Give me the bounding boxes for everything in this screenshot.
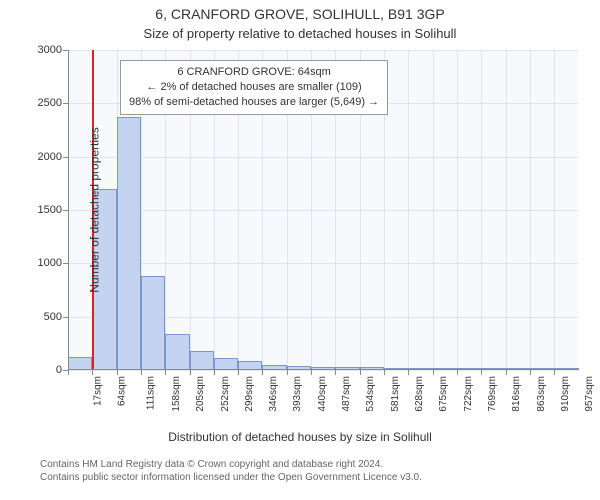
histogram-bar [190, 351, 214, 370]
x-tick-mark [384, 370, 385, 375]
y-tick-label: 3000 [38, 44, 62, 56]
footnote-line-2: Contains public sector information licen… [40, 471, 422, 484]
x-tick-mark [68, 370, 69, 375]
y-tick-label: 2000 [38, 151, 62, 163]
x-tick-label: 628sqm [414, 376, 425, 412]
chart-title: 6, CRANFORD GROVE, SOLIHULL, B91 3GP [0, 6, 600, 22]
y-tick-label: 1500 [38, 204, 62, 216]
x-tick-label: 393sqm [293, 376, 304, 412]
x-tick-label: 769sqm [487, 376, 498, 412]
chart-subtitle: Size of property relative to detached ho… [0, 26, 600, 41]
histogram-bar [141, 276, 165, 370]
histogram-bar [117, 117, 141, 370]
x-tick-label: 957sqm [584, 376, 595, 412]
x-tick-mark [190, 370, 191, 375]
x-tick-label: 816sqm [511, 376, 522, 412]
grid-line-h [68, 157, 578, 158]
x-tick-mark [141, 370, 142, 375]
grid-line-v [554, 50, 555, 370]
x-axis-line [68, 369, 578, 370]
x-tick-label: 863sqm [536, 376, 547, 412]
annotation-line-3: 98% of semi-detached houses are larger (… [129, 95, 379, 110]
x-tick-mark [238, 370, 239, 375]
grid-line-v [433, 50, 434, 370]
grid-line-v [481, 50, 482, 370]
x-tick-mark [506, 370, 507, 375]
x-tick-label: 487sqm [341, 376, 352, 412]
x-tick-mark [117, 370, 118, 375]
x-tick-mark [165, 370, 166, 375]
footnote: Contains HM Land Registry data © Crown c… [40, 458, 422, 484]
grid-line-h [68, 50, 578, 51]
x-tick-label: 675sqm [438, 376, 449, 412]
x-tick-mark [554, 370, 555, 375]
x-tick-label: 17sqm [93, 376, 104, 406]
annotation-box: 6 CRANFORD GROVE: 64sqm ← 2% of detached… [120, 60, 388, 115]
x-tick-label: 910sqm [560, 376, 571, 412]
y-axis-label: Number of detached properties [88, 127, 102, 292]
grid-line-v [506, 50, 507, 370]
y-tick-label: 1000 [38, 257, 62, 269]
y-tick-label: 2500 [38, 97, 62, 109]
chart-container: 6, CRANFORD GROVE, SOLIHULL, B91 3GP Siz… [0, 0, 600, 500]
x-tick-mark [433, 370, 434, 375]
grid-line-h [68, 210, 578, 211]
grid-line-v [530, 50, 531, 370]
x-tick-label: 158sqm [171, 376, 182, 412]
x-tick-mark [335, 370, 336, 375]
x-tick-label: 205sqm [195, 376, 206, 412]
x-tick-mark [530, 370, 531, 375]
grid-line-h [68, 370, 578, 371]
x-tick-label: 252sqm [220, 376, 231, 412]
y-tick-label: 0 [56, 364, 62, 376]
x-tick-label: 440sqm [317, 376, 328, 412]
x-tick-label: 299sqm [244, 376, 255, 412]
x-tick-mark [287, 370, 288, 375]
x-tick-label: 346sqm [268, 376, 279, 412]
x-tick-label: 581sqm [390, 376, 401, 412]
x-tick-mark [214, 370, 215, 375]
x-tick-label: 534sqm [365, 376, 376, 412]
grid-line-v [408, 50, 409, 370]
x-tick-mark [92, 370, 93, 375]
x-tick-mark [360, 370, 361, 375]
x-tick-mark [262, 370, 263, 375]
annotation-line-1: 6 CRANFORD GROVE: 64sqm [129, 65, 379, 80]
x-tick-mark [457, 370, 458, 375]
x-tick-label: 64sqm [117, 376, 128, 406]
x-tick-label: 111sqm [145, 376, 156, 410]
y-tick-label: 500 [44, 311, 62, 323]
x-tick-mark [481, 370, 482, 375]
y-axis-line [68, 50, 69, 370]
x-axis-label: Distribution of detached houses by size … [0, 430, 600, 444]
grid-line-h [68, 263, 578, 264]
x-tick-mark [408, 370, 409, 375]
footnote-line-1: Contains HM Land Registry data © Crown c… [40, 458, 422, 471]
x-tick-label: 722sqm [463, 376, 474, 412]
grid-line-v [457, 50, 458, 370]
x-tick-mark [311, 370, 312, 375]
annotation-line-2: ← 2% of detached houses are smaller (109… [129, 80, 379, 95]
histogram-bar [165, 334, 189, 370]
